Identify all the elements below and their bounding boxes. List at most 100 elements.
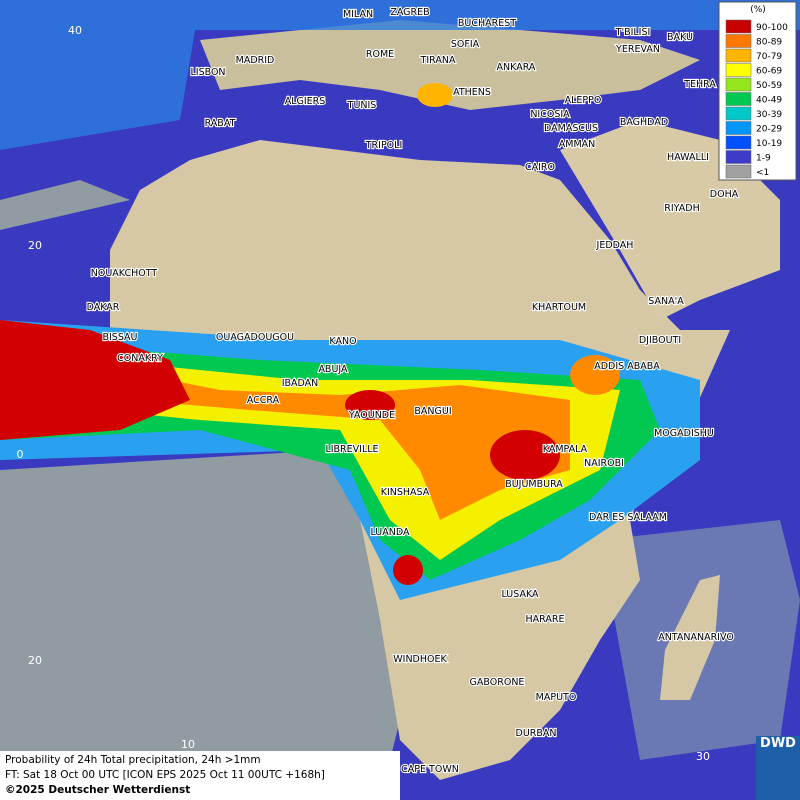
city-label: ALGIERS <box>285 96 326 107</box>
city-label: HARARE <box>526 614 565 625</box>
city-label: JEDDAH <box>596 240 634 251</box>
city-label: DOHA <box>710 189 739 200</box>
city-label: ATHENS <box>453 87 491 98</box>
legend-swatch <box>725 77 752 92</box>
city-label: TRIPOLI <box>365 140 403 151</box>
legend-swatch <box>725 92 752 106</box>
legend-label: <1 <box>756 168 769 178</box>
legend-swatch <box>725 63 752 77</box>
city-label: LIBREVILLE <box>325 444 378 455</box>
legend-swatch <box>725 106 752 121</box>
grid-label: 0 <box>17 448 24 461</box>
copyright: ©2025 Deutscher Wetterdienst <box>5 784 191 796</box>
logo-text: DWD <box>760 736 796 751</box>
legend-swatch <box>725 121 752 135</box>
city-label: GABORONE <box>470 677 525 688</box>
madagascar <box>660 575 720 700</box>
legend-label: 70-79 <box>756 52 782 62</box>
legend-swatch <box>725 150 752 164</box>
city-label: ACCRA <box>247 395 280 406</box>
europe <box>200 20 700 110</box>
legend-label: 80-89 <box>756 38 782 48</box>
city-label: ANTANANARIVO <box>658 632 734 643</box>
legend-label: 10-19 <box>756 139 782 149</box>
city-label: NOUAKCHOTT <box>91 268 158 279</box>
city-label: SOFIA <box>451 39 480 50</box>
logo: DWD <box>756 736 800 800</box>
city-label: DURBAN <box>516 728 557 739</box>
grid-label: 10 <box>181 738 195 751</box>
city-label: RIYADH <box>664 203 699 214</box>
city-label: CONAKRY <box>117 353 163 364</box>
grid-label: 20 <box>28 239 42 252</box>
legend-label: 90-100 <box>756 23 788 33</box>
city-label: LISBON <box>190 67 225 78</box>
city-label: ROME <box>366 49 394 60</box>
legend-label: 1-9 <box>756 154 771 164</box>
city-label: TIRANA <box>420 55 456 66</box>
city-label: TUNIS <box>347 100 377 111</box>
city-label: KANO <box>329 336 356 347</box>
city-label: MILAN <box>343 9 373 20</box>
city-label: AMMAN <box>559 139 596 150</box>
rain-90-east <box>490 430 560 480</box>
legend-swatch <box>725 34 752 48</box>
city-label: KHARTOUM <box>532 302 586 313</box>
city-label: CAIRO <box>525 162 555 173</box>
city-label: WINDHOEK <box>393 654 447 665</box>
city-label: LUANDA <box>370 527 410 538</box>
city-label: MOGADISHU <box>654 428 714 439</box>
city-label: BUCHAREST <box>458 18 516 29</box>
labels: MILAN ZAGREB BUCHAREST T'BILISI BAKU SOFIA YER… <box>17 6 740 776</box>
rain-90-angola <box>393 555 423 585</box>
city-label: BISSAU <box>102 332 137 343</box>
city-label: ADDIS ABABA <box>594 361 660 372</box>
rain-80-eth <box>570 355 620 395</box>
city-label: BAKU <box>667 32 693 43</box>
city-label: SANA'A <box>648 296 684 307</box>
legend: (%) 90-100 80-89 70-79 60-69 50-59 40-49 30-39… <box>718 1 797 181</box>
city-label: YEREVAN <box>615 44 660 55</box>
city-label: YAOUNDE <box>348 410 395 421</box>
legend-label: 30-39 <box>756 110 782 120</box>
city-label: BANGUI <box>414 406 451 417</box>
legend-unit: (%) <box>750 5 766 15</box>
city-label: RABAT <box>205 118 236 129</box>
city-label: DAKAR <box>87 302 120 313</box>
legend-label: 20-29 <box>756 125 782 135</box>
caption: Probability of 24h Total precipitation, … <box>0 751 400 800</box>
city-label: BAGHDAD <box>620 117 668 128</box>
legend-label: 60-69 <box>756 67 782 77</box>
city-label: TEHRA <box>683 79 716 90</box>
city-label: DAR ES SALAAM <box>589 512 667 523</box>
legend-swatch <box>725 48 752 63</box>
rain-greece <box>417 83 453 107</box>
rain-80 <box>120 370 570 520</box>
city-label: DAMASCUS <box>544 123 598 134</box>
city-label: ANKARA <box>497 62 536 73</box>
legend-swatch <box>725 135 752 150</box>
grid-label: 30 <box>696 750 710 763</box>
city-label: HAWALLI <box>667 152 709 163</box>
legend-swatch <box>725 164 752 179</box>
city-label: NAIROBI <box>584 458 624 469</box>
grid-label: 20 <box>28 654 42 667</box>
caption-line: FT: Sat 18 Oct 00 UTC [ICON EPS 2025 Oct… <box>5 769 325 781</box>
city-label: IBADAN <box>282 378 319 389</box>
city-label: KAMPALA <box>543 444 588 455</box>
legend-swatch <box>725 19 752 34</box>
city-label: OUAGADOUGOU <box>216 332 294 343</box>
rain-90-cam <box>345 390 395 420</box>
city-label: KINSHASA <box>381 487 430 498</box>
city-label: MAPUTO <box>536 692 577 703</box>
legend-label: 40-49 <box>756 96 782 106</box>
legend-label: 50-59 <box>756 81 782 91</box>
city-label: DJIBOUTI <box>639 335 681 346</box>
city-label: CAPE TOWN <box>401 764 459 775</box>
rain-90-west <box>0 320 190 440</box>
city-label: BUJUMBURA <box>505 479 563 490</box>
city-label: ABUJA <box>318 364 348 375</box>
grid-label: 40 <box>68 24 82 37</box>
